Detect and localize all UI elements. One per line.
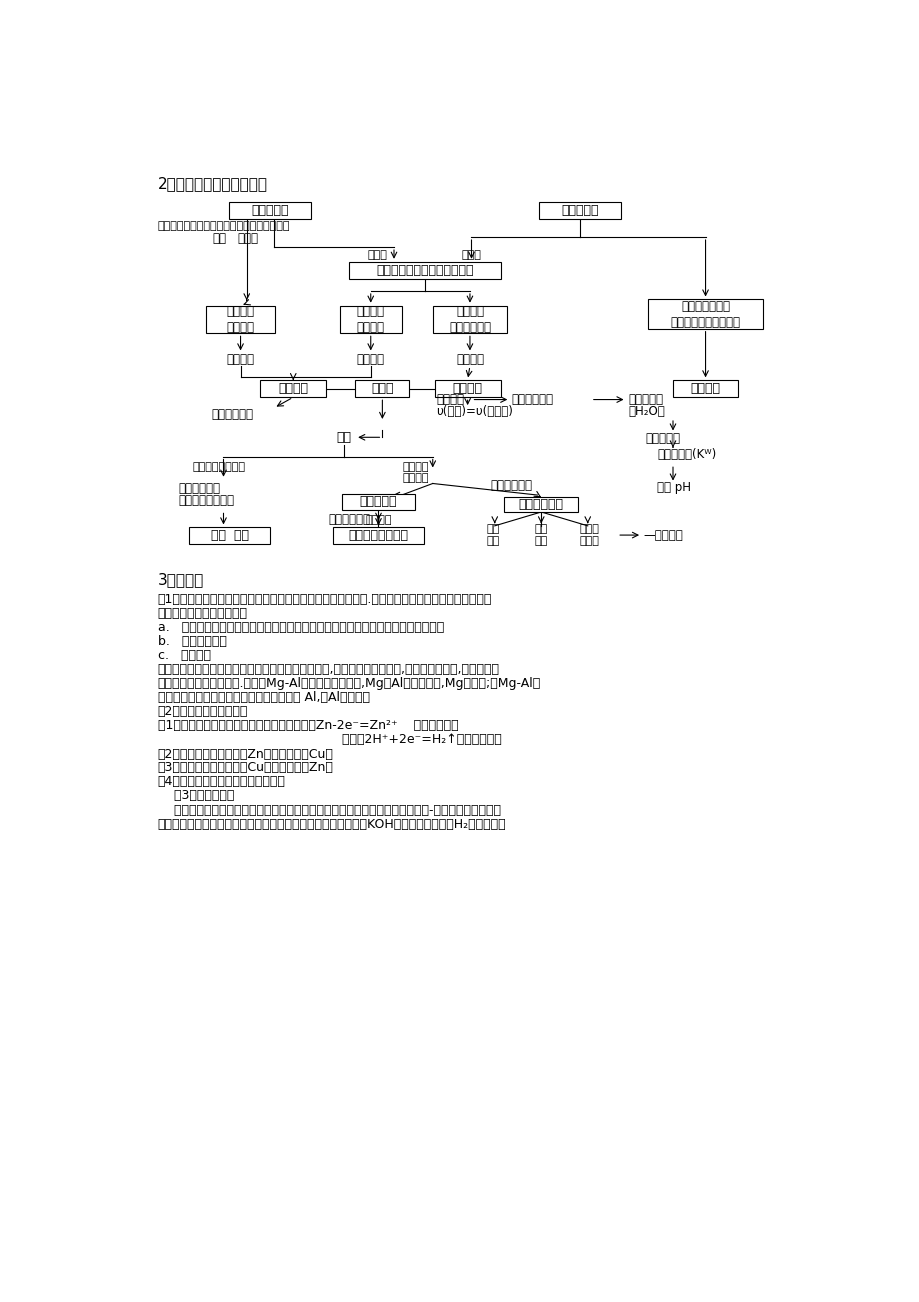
Text: 几乎全部电离: 几乎全部电离 [211, 408, 254, 421]
Text: 在溶液中: 在溶液中 [402, 462, 428, 473]
Text: （1）原电池的构成条件：这是一种把化学能转化为电能的装置.从理论上说，任何一个自发的氧化还: （1）原电池的构成条件：这是一种把化学能转化为电能的装置.从理论上说，任何一个自… [157, 592, 492, 605]
Text: 溶于水: 溶于水 [367, 250, 387, 260]
Text: 3．原电池: 3．原电池 [157, 573, 204, 587]
Text: 强导电性: 强导电性 [226, 353, 255, 366]
Text: 使离子能
自由移动: 使离子能 自由移动 [226, 305, 255, 335]
Bar [341, 493, 414, 510]
Bar [433, 306, 506, 333]
Text: 在外加电源作用下: 在外加电源作用下 [192, 461, 245, 471]
Text: 电解  电镀: 电解 电镀 [210, 529, 248, 542]
Text: 水的离子积(Kᵂ): 水的离子积(Kᵂ) [657, 448, 716, 461]
Text: 极是多孔的镍电极，正极为覆盖氧化镍的镍电极，电解质溶液是KOH溶液，在负极通入H₂，正极通入: 极是多孔的镍电极，正极为覆盖氧化镍的镍电极，电解质溶液是KOH溶液，在负极通入H… [157, 818, 505, 831]
Bar [539, 202, 620, 219]
Bar [229, 202, 311, 219]
Text: 离子互换反应: 离子互换反应 [490, 479, 532, 492]
Text: 氧化还原反应: 氧化还原反应 [178, 482, 221, 495]
Text: 电能转化为化学能: 电能转化为化学能 [178, 493, 234, 506]
Text: 应以发生的电极反应来定.例如，Mg-Al合金放入稀盐酸中,Mg比Al易失去电子,Mg作负极;将Mg-Al合: 应以发生的电极反应来定.例如，Mg-Al合金放入稀盐酸中,Mg比Al易失去电子,… [157, 677, 540, 690]
Bar [339, 306, 402, 333]
Bar [648, 299, 762, 328]
Text: 氧化还原反应: 氧化还原反应 [328, 513, 369, 526]
Text: 弱导电性: 弱导电性 [456, 353, 483, 366]
Text: 本无离子，固、液态都不导电: 本无离子，固、液态都不导电 [376, 264, 473, 277]
Bar [504, 496, 577, 512]
Text: （晶体中有离子，但不能自由运动、不导电）: （晶体中有离子，但不能自由运动、不导电） [157, 220, 289, 230]
Bar [260, 380, 326, 397]
Text: 强电解质: 强电解质 [278, 383, 308, 396]
Text: 极弱电解质: 极弱电解质 [629, 393, 664, 406]
Bar [355, 380, 409, 397]
Text: 沉淀
生成: 沉淀 生成 [486, 523, 499, 547]
Text: 2．本部分内容的知识体系: 2．本部分内容的知识体系 [157, 176, 267, 190]
Bar [188, 526, 270, 543]
Text: 注意：通常两种不同金属在电解溶液中构成原电池时,较活泼的金属作负极,但也不是绝对的,严格地说，: 注意：通常两种不同金属在电解溶液中构成原电池时,较活泼的金属作负极,但也不是绝对… [157, 663, 499, 676]
Text: 气体
生成: 气体 生成 [534, 523, 548, 547]
Text: 离子: 离子 [335, 431, 351, 444]
Bar [672, 380, 738, 397]
Text: 在正、负极上发生电极反应不是孤立的，它往往与电解质溶液紧密联系。如氢-氧燃料电池，它的负: 在正、负极上发生电极反应不是孤立的，它往往与电解质溶液紧密联系。如氢-氧燃料电池… [157, 803, 500, 816]
Text: （1）电极反应（以铜锌原电池为例）：负极：Zn-2e⁻=Zn²⁺    （氧化反应）: （1）电极反应（以铜锌原电池为例）：负极：Zn-2e⁻=Zn²⁺ （氧化反应） [157, 719, 458, 732]
Text: 形成少量
自由移动离子: 形成少量 自由移动离子 [448, 305, 491, 335]
Text: 形成自由
移动离子: 形成自由 移动离子 [357, 305, 384, 335]
Text: 离子互换反应: 离子互换反应 [518, 497, 563, 510]
Text: 金放入烧碱溶液中，由于发生电极反应的是 Al,故Al作负极。: 金放入烧碱溶液中，由于发生电极反应的是 Al,故Al作负极。 [157, 690, 369, 703]
Bar [333, 527, 424, 544]
Text: 存在电离平衡: 存在电离平衡 [511, 393, 553, 406]
Text: 非电解质: 非电解质 [690, 383, 720, 396]
Text: 共价化合物: 共价化合物 [561, 203, 598, 216]
Text: a.   负极与正极：作负极的一般是较活泼的金属材料，作正极的材料用一般导体即可: a. 负极与正极：作负极的一般是较活泼的金属材料，作正极的材料用一般导体即可 [157, 621, 443, 634]
Text: （4）能量转变：将化学能转变成电能: （4）能量转变：将化学能转变成电能 [157, 775, 285, 788]
Text: 水电离平衡: 水电离平衡 [645, 431, 680, 444]
Text: 部分电离: 部分电离 [437, 393, 464, 406]
Text: 正极：2H⁺+2e⁻=H₂↑（还原反应）: 正极：2H⁺+2e⁻=H₂↑（还原反应） [157, 733, 501, 746]
Bar [349, 262, 500, 279]
Text: 熔融态和溶于水
都不形成离子，不导电: 熔融态和溶于水 都不形成离子，不导电 [670, 299, 740, 328]
Text: c.   闭合回路: c. 闭合回路 [157, 648, 210, 661]
Text: （3）电极反应：: （3）电极反应： [157, 789, 233, 802]
Text: b.   电解质溶液：: b. 电解质溶液： [157, 635, 226, 648]
Text: 离子化合物: 离子化合物 [251, 203, 289, 216]
Text: 弱电解质: 弱电解质 [452, 383, 482, 396]
Text: （H₂O）: （H₂O） [629, 405, 664, 418]
Text: —盐的水解: —盐的水解 [643, 529, 683, 542]
Text: 原电池、电化腐蚀: 原电池、电化腐蚀 [348, 530, 408, 543]
Text: 溶液 pH: 溶液 pH [657, 480, 691, 493]
Text: 溶于水: 溶于水 [461, 250, 481, 260]
Text: 弱电解
质生成: 弱电解 质生成 [579, 523, 598, 547]
Text: 电解质: 电解质 [370, 383, 393, 396]
Text: （2）电子流向：从负极（Zn）流向正极（Cu）: （2）电子流向：从负极（Zn）流向正极（Cu） [157, 747, 334, 760]
Text: 有电子转移: 有电子转移 [359, 496, 397, 509]
Text: 离子反应: 离子反应 [402, 473, 428, 483]
Text: 熔融: 熔融 [212, 232, 226, 245]
Bar [206, 306, 275, 333]
Text: 原反应均可设计成原电池。: 原反应均可设计成原电池。 [157, 607, 247, 620]
Text: 溶于水: 溶于水 [237, 232, 258, 245]
Text: υ(电离)=υ(分子化): υ(电离)=υ(分子化) [437, 405, 513, 418]
Text: 进入电路: 进入电路 [365, 514, 391, 525]
Text: （2）原电池的工作原理：: （2）原电池的工作原理： [157, 706, 248, 719]
Text: 强导电性: 强导电性 [357, 353, 384, 366]
Text: （3）电流方向：从正极（Cu）流向负极（Zn）: （3）电流方向：从正极（Cu）流向负极（Zn） [157, 762, 334, 775]
Bar [434, 380, 500, 397]
